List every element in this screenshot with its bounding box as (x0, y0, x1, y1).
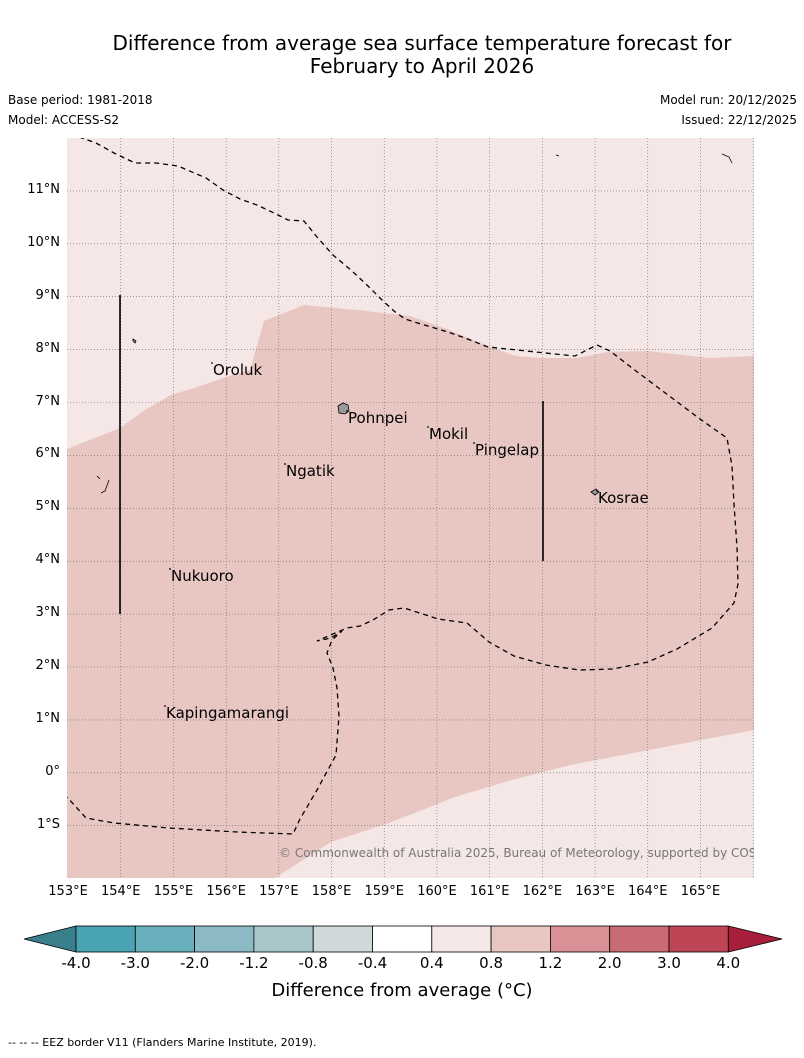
longitude-tick-label: 163°E (575, 884, 615, 899)
colorbar-tick-label: 4.0 (716, 954, 741, 972)
latitude-tick-label: 11°N (27, 181, 60, 197)
issued-date: Issued: 22/12/2025 (681, 113, 797, 127)
colorbar-segment (431, 925, 492, 953)
chart-title: Difference from average sea surface temp… (0, 32, 804, 78)
place-marker (211, 362, 213, 364)
model-name: Model: ACCESS-S2 (8, 113, 120, 127)
place-marker (596, 490, 598, 492)
longitude-tick-label: 155°E (153, 884, 194, 899)
colorbar-tick-label: -0.8 (298, 954, 328, 972)
latitude-tick-label: 0° (45, 763, 60, 779)
colorbar-tick-label: 2.0 (597, 954, 622, 972)
colorbar-segment (134, 925, 196, 953)
colorbar-segment (490, 925, 551, 953)
latitude-tick-label: 8°N (35, 340, 61, 356)
colorbar-tick-label: 3.0 (657, 954, 681, 972)
colorbar-tick-label: -1.2 (239, 954, 269, 972)
eez-borders (67, 138, 739, 835)
longitude-tick-label: 159°E (364, 884, 405, 899)
title-line-1: Difference from average sea surface temp… (112, 31, 732, 55)
colorbar-segment (194, 925, 255, 953)
colorbar (23, 925, 783, 953)
place-label-mokil: Mokil (429, 425, 468, 443)
colorbar-tick-label: -4.0 (61, 954, 91, 972)
latitude-tick-label: 2°N (35, 658, 61, 673)
latitude-tick-label: 1°S (36, 816, 60, 832)
place-marker (284, 463, 286, 465)
place-label-oroluk: Oroluk (213, 361, 262, 379)
place-label-pingelap: Pingelap (475, 441, 539, 459)
longitude-tick-label: 158°E (311, 884, 352, 899)
longitude-tick-label: 160°E (417, 884, 457, 899)
longitude-tick-label: 164°E (627, 884, 668, 899)
eez-footnote: -- -- -- EEZ border V11 (Flanders Marine… (8, 1036, 317, 1049)
colorbar-segment (372, 925, 433, 953)
longitude-tick-label: 156°E (206, 884, 246, 899)
colorbar-tick-label: 1.2 (538, 954, 563, 972)
colorbar-tick-label: -0.4 (357, 954, 388, 972)
latitude-tick-label: 3°N (35, 605, 61, 621)
place-labels: Oroluk Pohnpei Mokil Pingelap Ngatik Kosrae Nu… (164, 361, 649, 722)
colorbar-tick-label: 0.4 (419, 954, 444, 972)
atoll-speck-4 (100, 479, 110, 494)
latitude-tick-label: 1°N (35, 710, 61, 726)
place-label-nukuoro: Nukuoro (171, 567, 234, 585)
base-period: Base period: 1981-2018 (8, 93, 153, 107)
colorbar-segment (668, 925, 729, 953)
small-island (132, 338, 137, 344)
latitude-tick-label: 6°N (35, 446, 61, 462)
place-marker (169, 568, 171, 570)
eez-border-north (67, 138, 739, 835)
place-marker (473, 442, 475, 444)
colorbar-tick-label: -2.0 (179, 954, 210, 972)
latitude-tick-label: 5°N (35, 499, 61, 515)
colorbar-tick-label: -3.0 (120, 954, 150, 972)
longitude-tick-label: 153°E (48, 884, 88, 899)
latitude-tick-label: 9°N (35, 287, 61, 303)
sst-anomaly-map: Oroluk Pohnpei Mokil Pingelap Ngatik Kosrae Nu… (67, 138, 754, 878)
colorbar-segment (312, 925, 373, 953)
longitude-tick-label: 165°E (680, 884, 721, 899)
copyright-text: © Commonwealth of Australia 2025, Bureau… (279, 846, 754, 860)
atoll-speck-2 (721, 153, 733, 164)
longitude-tick-label: 161°E (469, 884, 510, 899)
colorbar-segment (550, 925, 611, 953)
place-label-kapingamarangi: Kapingamarangi (166, 704, 289, 722)
colorbar-segment (609, 925, 670, 953)
colorbar-segment (75, 925, 136, 953)
longitude-tick-label: 154°E (100, 884, 141, 899)
place-label-kosrae: Kosrae (598, 489, 649, 507)
place-label-pohnpei: Pohnpei (348, 409, 408, 427)
atoll-speck-3 (96, 475, 101, 480)
colorbar-extend-high (727, 925, 783, 953)
anomaly-region-medium (67, 305, 754, 878)
latitude-tick-label: 7°N (35, 393, 61, 409)
title-line-2: February to April 2026 (309, 54, 535, 78)
meridian-bars (119, 295, 544, 614)
model-run: Model run: 20/12/2025 (659, 93, 797, 107)
atoll-speck-1 (555, 154, 560, 157)
longitude-tick-label: 157°E (259, 884, 299, 899)
colorbar-extend-low (23, 925, 77, 953)
place-marker (164, 705, 166, 707)
latitude-tick-label: 4°N (35, 552, 61, 568)
latitude-tick-label: 10°N (27, 234, 60, 250)
longitude-tick-label: 162°E (522, 884, 563, 899)
place-label-ngatik: Ngatik (286, 462, 335, 480)
place-marker (346, 410, 348, 412)
colorbar-tick-label: 0.8 (479, 954, 504, 972)
colorbar-label: Difference from average (°C) (271, 980, 533, 1001)
place-marker (427, 426, 429, 428)
colorbar-segment (253, 925, 314, 953)
